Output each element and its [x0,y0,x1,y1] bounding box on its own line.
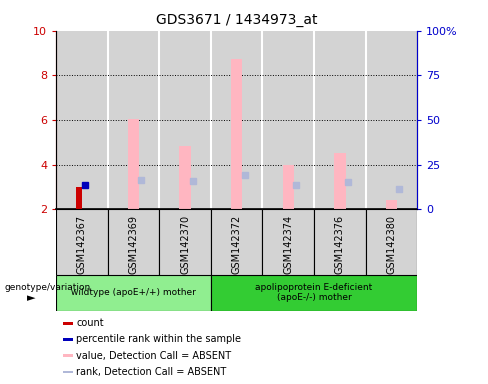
Text: wildtype (apoE+/+) mother: wildtype (apoE+/+) mother [71,288,196,297]
Bar [314,31,366,209]
Bar [63,321,73,324]
Bar [314,209,366,275]
Text: rank, Detection Call = ABSENT: rank, Detection Call = ABSENT [76,367,226,377]
Bar [366,209,417,275]
Text: apolipoprotein E-deficient
(apoE-/-) mother: apolipoprotein E-deficient (apoE-/-) mot… [255,283,373,303]
Text: count: count [76,318,104,328]
Text: value, Detection Call = ABSENT: value, Detection Call = ABSENT [76,351,231,361]
Bar [76,187,82,209]
Bar [263,209,314,275]
Bar [211,275,417,311]
Text: GSM142370: GSM142370 [180,215,190,274]
Bar [211,209,263,275]
Text: genotype/variation: genotype/variation [5,283,91,292]
Text: GSM142380: GSM142380 [386,215,396,273]
Bar [159,209,211,275]
Bar [334,154,346,209]
Bar [211,31,263,209]
Bar [63,338,73,341]
Bar [386,200,397,209]
Text: GSM142372: GSM142372 [232,215,242,274]
Text: GSM142369: GSM142369 [128,215,139,273]
Bar [63,354,73,357]
Bar [108,209,159,275]
Bar [231,59,243,209]
Bar [108,31,159,209]
Text: GSM142367: GSM142367 [77,215,87,274]
Bar [283,165,294,209]
Text: ►: ► [27,293,35,303]
Bar [128,119,139,209]
Text: percentile rank within the sample: percentile rank within the sample [76,334,242,344]
Bar [56,31,108,209]
Bar [63,371,73,374]
Bar [159,31,211,209]
Bar [180,146,191,209]
Text: GSM142376: GSM142376 [335,215,345,274]
Bar [263,31,314,209]
Bar [56,275,211,311]
Bar [56,209,108,275]
Bar [366,31,417,209]
Title: GDS3671 / 1434973_at: GDS3671 / 1434973_at [156,13,317,27]
Text: GSM142374: GSM142374 [283,215,293,274]
